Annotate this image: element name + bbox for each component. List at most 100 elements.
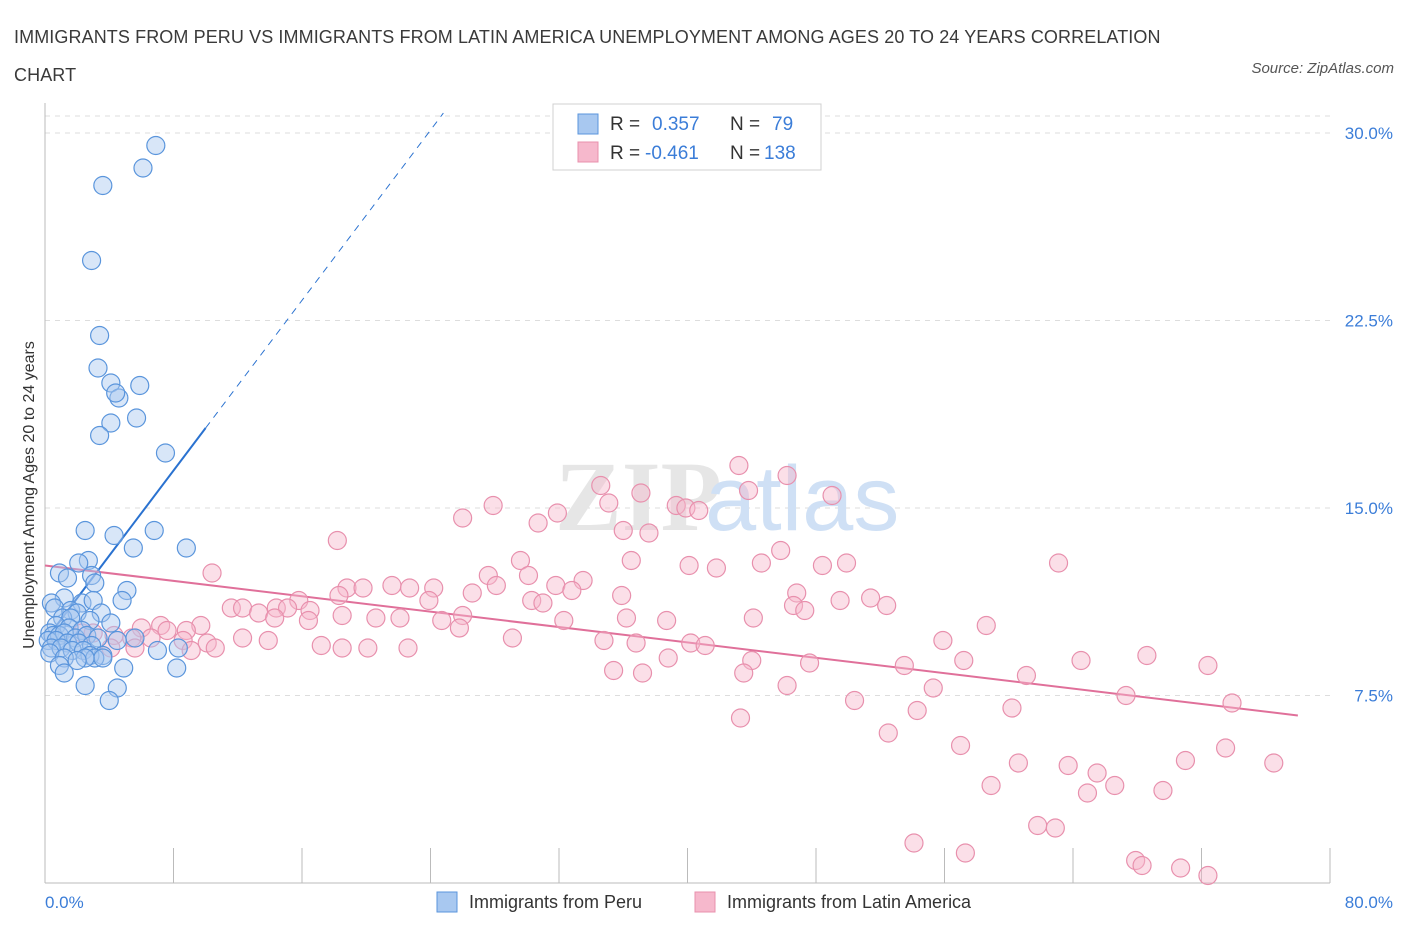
latin-america-point-39 <box>612 585 632 606</box>
peru-point-20 <box>123 538 143 558</box>
peru-point-4 <box>90 325 110 346</box>
peru-point-64 <box>93 648 113 668</box>
latin-america-point-32 <box>337 578 357 598</box>
peru-point-66 <box>147 640 168 661</box>
latin-america-point-129 <box>904 833 924 853</box>
latin-america-point-125 <box>981 775 1001 796</box>
latin-america-point-71 <box>157 620 177 641</box>
latin-america-point-26 <box>202 563 222 583</box>
latin-america-point-70 <box>131 618 151 638</box>
latin-america-point-118 <box>950 735 971 756</box>
x-tick-label-1: 80.0% <box>1345 893 1393 912</box>
latin-america-point-95 <box>332 638 352 658</box>
latin-america-point-84 <box>502 628 523 648</box>
peru-point-11 <box>101 413 121 433</box>
latin-america-point-37 <box>462 583 482 603</box>
latin-america-point-137 <box>1077 783 1098 803</box>
peru-point-47 <box>77 625 97 646</box>
latin-america-point-33 <box>353 578 373 598</box>
peru-point-7 <box>130 375 150 396</box>
latin-america-point-36 <box>424 578 444 598</box>
latin-america-point-31 <box>546 575 566 596</box>
axes <box>44 103 1331 884</box>
latin-america-point-58 <box>877 595 897 616</box>
latin-america-point-22 <box>706 558 727 578</box>
watermark-atlas: atlas <box>705 448 899 550</box>
peru-point-48 <box>88 628 108 648</box>
latin-america-point-74 <box>449 618 470 638</box>
peru-point-72 <box>167 658 187 678</box>
peru-point-17 <box>176 538 196 558</box>
top-legend: R = 0.357 N = 79 R = -0.461 N = 138 <box>552 103 822 171</box>
latin-america-point-59 <box>332 605 352 626</box>
latin-america-point-124 <box>1264 753 1284 773</box>
latin-america-point-54 <box>453 605 473 626</box>
latin-america-point-67 <box>976 615 996 636</box>
peru-point-5 <box>88 358 108 378</box>
latin-america-point-136 <box>1153 780 1173 801</box>
latin-america-point-112 <box>1116 685 1136 706</box>
latin-america-point-27 <box>478 565 498 586</box>
latin-america-point-46 <box>861 588 881 608</box>
latin-america-point-115 <box>907 700 927 721</box>
latin-america-point-91 <box>125 638 145 658</box>
latin-america-point-98 <box>658 648 678 668</box>
peru-point-24 <box>85 573 105 593</box>
legend-n-label-latin: N = <box>730 143 760 164</box>
latin-america-point-104 <box>1137 645 1157 666</box>
peru-point-29 <box>112 590 132 611</box>
legend-r-label-peru: R = <box>610 114 640 135</box>
latin-america-point-65 <box>657 610 677 631</box>
latin-america-point-43 <box>533 593 553 613</box>
latin-america-point-18 <box>510 550 531 571</box>
latin-america-point-49 <box>232 598 253 618</box>
latin-america-point-109 <box>777 675 797 696</box>
latin-america-point-117 <box>878 723 898 743</box>
latin-america-point-128 <box>1045 818 1065 838</box>
latin-america-point-51 <box>277 598 298 618</box>
bottom-legend-label-latin: Immigrants from Latin America <box>727 892 972 912</box>
latin-america-point-66 <box>743 608 763 628</box>
latin-america-point-97 <box>398 638 418 658</box>
peru-point-13 <box>155 443 176 463</box>
x-tick-label-0: 0.0% <box>45 893 84 912</box>
latin-america-point-5 <box>822 485 842 506</box>
latin-america-trendline <box>44 564 1298 717</box>
latin-america-point-69 <box>191 615 211 636</box>
watermark: ZIP atlas <box>555 441 899 552</box>
latin-america-point-20 <box>751 553 771 573</box>
peru-point-10 <box>126 408 147 428</box>
chart-title: IMMIGRANTS FROM PERU VS IMMIGRANTS FROM … <box>14 27 1161 85</box>
peru-point-74 <box>75 675 95 696</box>
peru-point-71 <box>114 658 134 678</box>
peru-point-54 <box>107 630 127 651</box>
latin-america-point-93 <box>205 638 225 658</box>
peru-point-2 <box>93 175 113 196</box>
latin-america-point-94 <box>311 635 331 656</box>
latin-america-point-52 <box>300 600 320 621</box>
latin-america-point-111 <box>1016 665 1037 686</box>
latin-america-point-85 <box>594 630 614 651</box>
bottom-legend: Immigrants from Peru Immigrants from Lat… <box>436 891 972 913</box>
latin-america-point-44 <box>787 583 807 603</box>
latin-america-point-134 <box>1198 865 1218 886</box>
legend-n-value-peru: 79 <box>772 114 793 135</box>
peru-point-14 <box>75 520 95 541</box>
y-tick-label-2: 22.5% <box>1345 312 1393 331</box>
peru-point-25 <box>117 580 137 601</box>
latin-america-point-120 <box>1058 755 1078 776</box>
latin-america-point-10 <box>689 500 709 521</box>
latin-america-point-48 <box>221 598 241 618</box>
latin-america-point-53 <box>249 603 269 623</box>
bottom-legend-label-peru: Immigrants from Peru <box>469 892 642 912</box>
peru-point-0 <box>146 135 166 156</box>
latin-america-point-13 <box>528 513 548 533</box>
peru-point-73 <box>54 663 74 683</box>
y-tick-label-0: 7.5% <box>1354 687 1393 706</box>
peru-trendline-extension <box>205 112 444 429</box>
peru-point-6 <box>101 373 121 393</box>
latin-america-point-41 <box>419 590 439 611</box>
latin-america-point-0 <box>729 455 749 476</box>
latin-america-point-123 <box>1215 738 1236 758</box>
latin-america-point-45 <box>830 590 850 611</box>
